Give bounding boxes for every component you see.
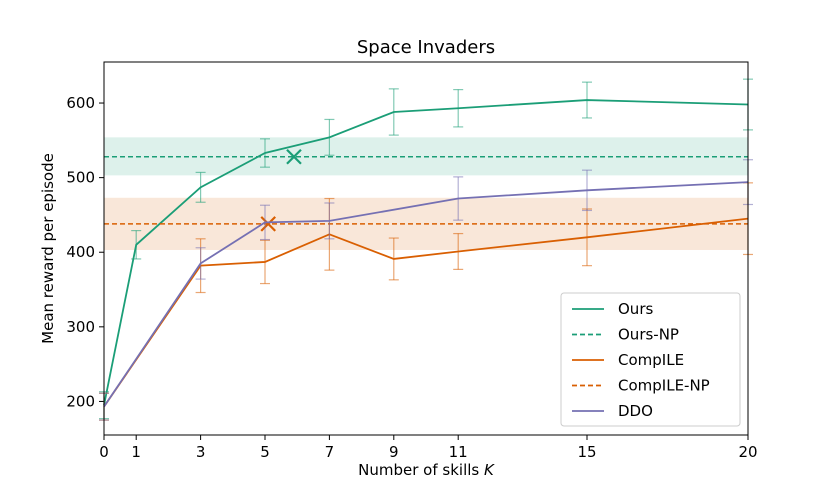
chart-title: Space Invaders <box>357 37 495 58</box>
axis-ticks: 0 1 3 5 7 9 11 15 20 200 300 400 500 600 <box>66 94 757 461</box>
plot-frame <box>103 61 749 436</box>
legend-box <box>560 292 741 427</box>
y-tick-label: 600 <box>66 94 95 112</box>
series-line-ours <box>103 99 749 406</box>
x-tick-label: 0 <box>99 443 109 461</box>
legend-label: Ours <box>618 300 653 318</box>
legend-item-ours-np: Ours-NP <box>572 326 679 344</box>
legend-item-compile-np: CompILE-NP <box>572 377 710 395</box>
legend-label: DDO <box>618 402 653 420</box>
series-line-compile <box>103 217 749 408</box>
x-axis-title-text: Number of skills <box>358 461 484 479</box>
x-tick-label: 7 <box>325 443 335 461</box>
legend-label: CompILE <box>618 351 684 369</box>
x-tick-label: 1 <box>131 443 141 461</box>
legend-item-ours: Ours <box>572 300 653 318</box>
x-axis-title-var: K <box>484 461 495 479</box>
marker-compile-np <box>260 216 276 232</box>
legend-label: Ours-NP <box>618 326 679 344</box>
x-tick-label: 9 <box>389 443 399 461</box>
x-tick-label: 20 <box>738 443 757 461</box>
marker-stroke <box>286 148 302 165</box>
legend-item-ddo: DDO <box>572 402 653 420</box>
y-tick-label: 300 <box>66 318 95 336</box>
legend: Ours Ours-NP CompILE CompILE-NP DDO <box>560 292 741 427</box>
legend-label: CompILE-NP <box>618 377 710 395</box>
y-tick-label: 500 <box>66 169 95 187</box>
x-tick-label: 5 <box>260 443 270 461</box>
marker-ours-np <box>286 148 302 165</box>
series-line-ddo <box>103 181 749 408</box>
y-axis-title: Mean reward per episode <box>39 153 57 344</box>
y-tick-label: 200 <box>66 392 95 410</box>
x-tick-label: 15 <box>577 443 596 461</box>
x-tick-label: 3 <box>196 443 206 461</box>
marker-stroke <box>260 216 276 232</box>
x-axis-title: Number of skills K <box>358 461 495 479</box>
y-tick-label: 400 <box>66 243 95 261</box>
legend-item-compile: CompILE <box>572 351 684 369</box>
x-tick-label: 11 <box>449 443 468 461</box>
